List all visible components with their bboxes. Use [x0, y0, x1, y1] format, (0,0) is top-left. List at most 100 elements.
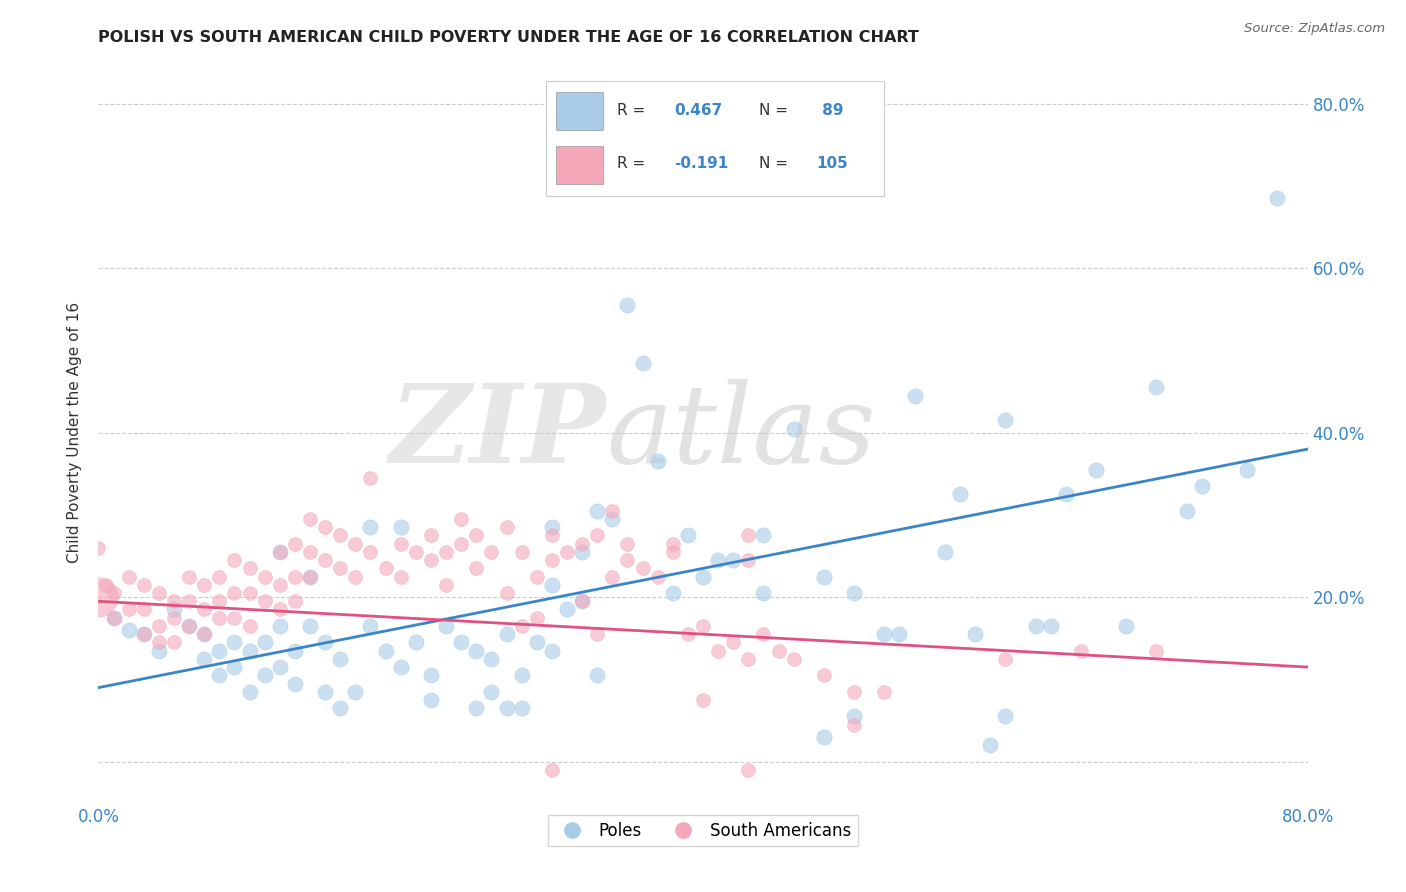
- Point: [253, 635, 276, 649]
- Point: [103, 610, 125, 624]
- Point: [434, 545, 457, 559]
- Point: [602, 512, 624, 526]
- Legend: Poles, South Americans: Poles, South Americans: [548, 815, 858, 847]
- Point: [540, 528, 562, 542]
- Point: [571, 594, 593, 608]
- Point: [540, 520, 562, 534]
- Point: [420, 553, 443, 567]
- Point: [239, 685, 262, 699]
- Point: [844, 586, 866, 600]
- Point: [813, 569, 835, 583]
- Point: [616, 553, 638, 567]
- Point: [224, 635, 246, 649]
- Point: [253, 668, 276, 682]
- Point: [389, 520, 412, 534]
- Point: [420, 668, 443, 682]
- Point: [193, 627, 215, 641]
- Point: [602, 569, 624, 583]
- Point: [118, 623, 141, 637]
- Point: [752, 627, 775, 641]
- Point: [495, 627, 517, 641]
- Point: [1144, 643, 1167, 657]
- Point: [299, 512, 322, 526]
- Point: [844, 717, 866, 731]
- Point: [239, 561, 262, 575]
- Point: [647, 454, 669, 468]
- Point: [526, 635, 548, 649]
- Point: [329, 528, 352, 542]
- Point: [103, 610, 125, 624]
- Point: [1236, 462, 1258, 476]
- Point: [163, 602, 186, 616]
- Point: [269, 545, 291, 559]
- Point: [540, 643, 562, 657]
- Point: [844, 709, 866, 723]
- Point: [179, 619, 201, 633]
- Point: [239, 586, 262, 600]
- Point: [329, 652, 352, 666]
- Point: [269, 619, 291, 633]
- Point: [631, 356, 654, 370]
- Point: [344, 536, 367, 550]
- Point: [692, 569, 714, 583]
- Point: [481, 652, 503, 666]
- Point: [118, 569, 141, 583]
- Point: [571, 536, 593, 550]
- Point: [224, 660, 246, 674]
- Point: [179, 594, 201, 608]
- Point: [723, 553, 745, 567]
- Point: [676, 627, 699, 641]
- Point: [179, 619, 201, 633]
- Point: [208, 610, 231, 624]
- Point: [540, 578, 562, 592]
- Point: [813, 730, 835, 744]
- Point: [208, 594, 231, 608]
- Point: [889, 627, 911, 641]
- Point: [586, 504, 609, 518]
- Point: [737, 553, 759, 567]
- Point: [510, 619, 533, 633]
- Point: [163, 635, 186, 649]
- Point: [450, 512, 472, 526]
- Point: [284, 569, 307, 583]
- Point: [314, 635, 336, 649]
- Point: [752, 586, 775, 600]
- Point: [692, 619, 714, 633]
- Point: [299, 569, 322, 583]
- Point: [344, 569, 367, 583]
- Point: [949, 487, 972, 501]
- Point: [360, 520, 382, 534]
- Point: [299, 619, 322, 633]
- Point: [253, 569, 276, 583]
- Point: [586, 668, 609, 682]
- Point: [586, 528, 609, 542]
- Point: [555, 545, 578, 559]
- Point: [616, 536, 638, 550]
- Point: [314, 520, 336, 534]
- Point: [132, 578, 155, 592]
- Point: [253, 594, 276, 608]
- Point: [1267, 191, 1289, 205]
- Point: [540, 763, 562, 777]
- Point: [389, 569, 412, 583]
- Point: [148, 635, 170, 649]
- Point: [661, 586, 683, 600]
- Point: [148, 643, 170, 657]
- Point: [979, 738, 1001, 752]
- Point: [586, 627, 609, 641]
- Point: [314, 685, 336, 699]
- Point: [284, 536, 307, 550]
- Point: [269, 545, 291, 559]
- Point: [495, 586, 517, 600]
- Point: [526, 610, 548, 624]
- Point: [495, 520, 517, 534]
- Point: [224, 586, 246, 600]
- Text: Source: ZipAtlas.com: Source: ZipAtlas.com: [1244, 22, 1385, 36]
- Point: [994, 652, 1017, 666]
- Point: [118, 602, 141, 616]
- Point: [813, 668, 835, 682]
- Point: [1085, 462, 1108, 476]
- Point: [1175, 504, 1198, 518]
- Point: [193, 602, 215, 616]
- Point: [994, 413, 1017, 427]
